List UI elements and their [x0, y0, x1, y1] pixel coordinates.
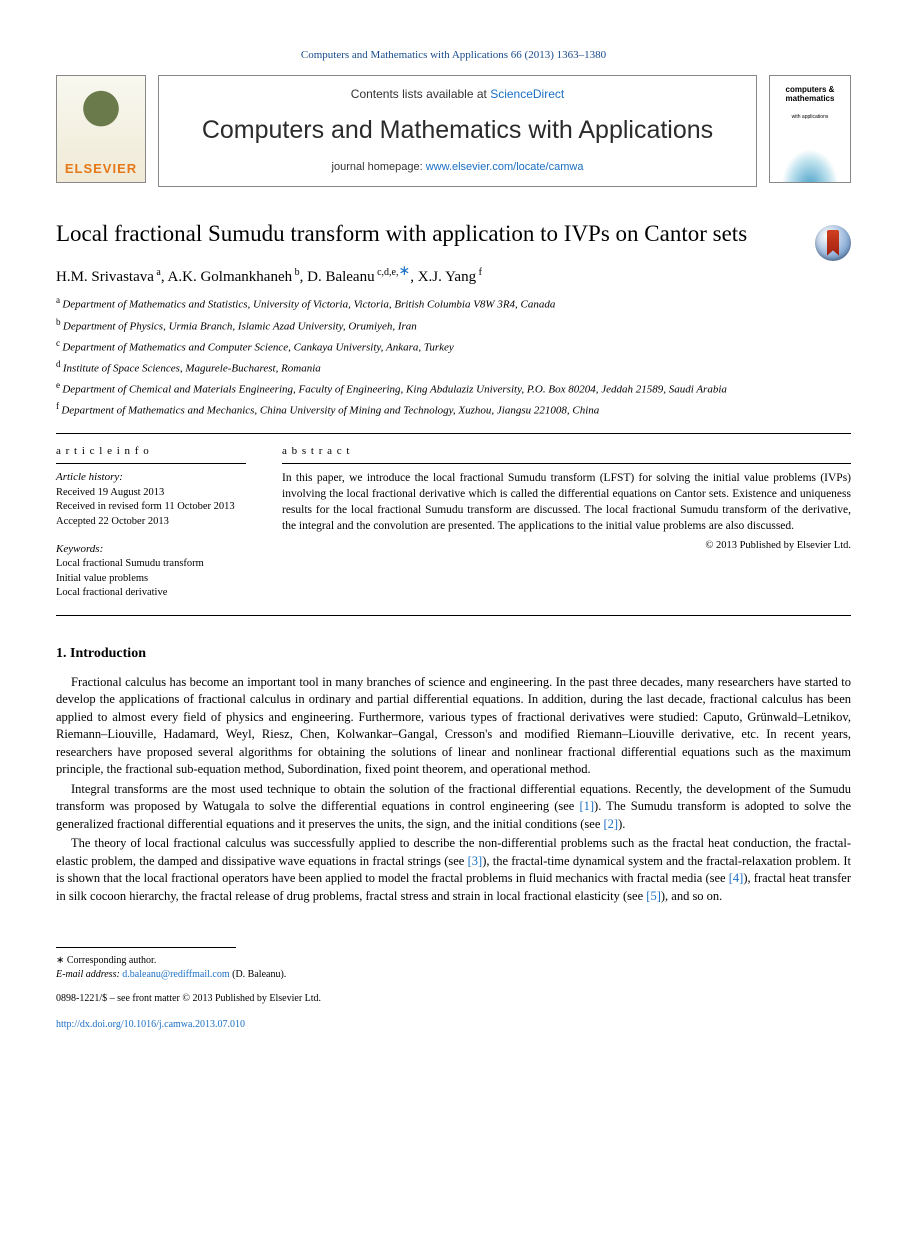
- body-paragraph: Integral transforms are the most used te…: [56, 781, 851, 834]
- keyword: Initial value problems: [56, 572, 246, 587]
- cover-subtitle: with applications: [776, 114, 844, 121]
- history-line: Received 19 August 2013: [56, 486, 246, 501]
- author-list: H.M. Srivastava a, A.K. Golmankhaneh b, …: [56, 262, 851, 288]
- author-affref: f: [476, 267, 482, 278]
- citation-journal: Computers and Mathematics with Applicati…: [301, 49, 508, 61]
- article-info: a r t i c l e i n f o Article history: R…: [56, 444, 246, 601]
- footnote-rule: [56, 947, 236, 952]
- issn-line: 0898-1221/$ – see front matter © 2013 Pu…: [56, 992, 851, 1006]
- email-link[interactable]: d.baleanu@rediffmail.com: [122, 969, 229, 980]
- affiliation: f Department of Mathematics and Mechanic…: [56, 400, 851, 419]
- keywords-heading: Keywords:: [56, 542, 246, 557]
- citation-link[interactable]: Computers and Mathematics with Applicati…: [301, 49, 606, 61]
- author: D. Baleanu c,d,e,∗: [307, 269, 410, 285]
- cover-art: [770, 134, 850, 182]
- publisher-name: ELSEVIER: [65, 160, 137, 178]
- info-heading: a r t i c l e i n f o: [56, 444, 246, 459]
- keyword: Local fractional Sumudu transform: [56, 557, 246, 572]
- meta-row: a r t i c l e i n f o Article history: R…: [56, 444, 851, 601]
- keyword: Local fractional derivative: [56, 586, 246, 601]
- abstract-block: a b s t r a c t In this paper, we introd…: [282, 444, 851, 601]
- abstract-heading: a b s t r a c t: [282, 444, 851, 459]
- keywords-list: Local fractional Sumudu transformInitial…: [56, 557, 246, 601]
- corresponding-marker[interactable]: ∗: [398, 264, 410, 279]
- ref-link[interactable]: [4]: [729, 871, 744, 885]
- history-heading: Article history:: [56, 470, 246, 485]
- journal-title: Computers and Mathematics with Applicati…: [202, 113, 713, 148]
- doi-line: http://dx.doi.org/10.1016/j.camwa.2013.0…: [56, 1018, 851, 1032]
- info-rule: [56, 463, 246, 464]
- separator-top: [56, 433, 851, 434]
- affiliation: b Department of Physics, Urmia Branch, I…: [56, 316, 851, 335]
- separator-bottom: [56, 615, 851, 616]
- lists-prefix: Contents lists available at: [351, 87, 490, 101]
- author-affref: c,d,e,: [375, 267, 399, 278]
- author: A.K. Golmankhaneh b: [168, 269, 300, 285]
- top-citation: Computers and Mathematics with Applicati…: [56, 48, 851, 63]
- ref-link[interactable]: [3]: [468, 854, 483, 868]
- affiliation: e Department of Chemical and Materials E…: [56, 379, 851, 398]
- elsevier-logo[interactable]: ELSEVIER: [56, 75, 146, 183]
- crossmark-badge[interactable]: [815, 225, 851, 261]
- elsevier-tree-icon: [63, 82, 139, 158]
- body-paragraph: Fractional calculus has become an import…: [56, 674, 851, 779]
- affiliation-list: a Department of Mathematics and Statisti…: [56, 294, 851, 418]
- body-paragraph: The theory of local fractional calculus …: [56, 835, 851, 905]
- keywords-block: Keywords: Local fractional Sumudu transf…: [56, 542, 246, 601]
- abstract-text: In this paper, we introduce the local fr…: [282, 470, 851, 534]
- copyright-line: © 2013 Published by Elsevier Ltd.: [282, 539, 851, 554]
- ref-link[interactable]: [1]: [579, 799, 594, 813]
- journal-header: ELSEVIER Contents lists available at Sci…: [56, 75, 851, 186]
- homepage-link[interactable]: www.elsevier.com/locate/camwa: [426, 161, 584, 173]
- history-line: Accepted 22 October 2013: [56, 515, 246, 530]
- article-title: Local fractional Sumudu transform with a…: [56, 219, 851, 249]
- affiliation: c Department of Mathematics and Computer…: [56, 337, 851, 356]
- footnotes: ∗ Corresponding author. E-mail address: …: [56, 954, 851, 982]
- affiliation: a Department of Mathematics and Statisti…: [56, 294, 851, 313]
- email-label: E-mail address:: [56, 969, 120, 980]
- history-lines: Received 19 August 2013Received in revis…: [56, 486, 246, 530]
- author: X.J. Yang f: [418, 269, 482, 285]
- history-line: Received in revised form 11 October 2013: [56, 500, 246, 515]
- contents-lists: Contents lists available at ScienceDirec…: [351, 86, 564, 103]
- author: H.M. Srivastava a: [56, 269, 161, 285]
- corresponding-note: ∗ Corresponding author.: [56, 954, 851, 968]
- citation-vol: 66 (2013) 1363–1380: [511, 49, 606, 61]
- author-affref: a: [154, 267, 161, 278]
- cover-title: computers & mathematics: [776, 86, 844, 104]
- email-person: (D. Baleanu).: [232, 969, 286, 980]
- sciencedirect-link[interactable]: ScienceDirect: [490, 87, 564, 101]
- ref-link[interactable]: [5]: [646, 889, 661, 903]
- journal-homepage: journal homepage: www.elsevier.com/locat…: [332, 160, 584, 175]
- author-affref: b: [292, 267, 300, 278]
- journal-banner: Contents lists available at ScienceDirec…: [158, 75, 757, 186]
- cover-thumbnail[interactable]: computers & mathematics with application…: [769, 75, 851, 183]
- crossmark-ribbon-icon: [827, 230, 839, 256]
- title-block: Local fractional Sumudu transform with a…: [56, 219, 851, 249]
- affiliation: d Institute of Space Sciences, Magurele-…: [56, 358, 851, 377]
- abstract-rule: [282, 463, 851, 464]
- homepage-prefix: journal homepage:: [332, 161, 426, 173]
- email-line: E-mail address: d.baleanu@rediffmail.com…: [56, 968, 851, 982]
- section-heading-intro: 1. Introduction: [56, 644, 851, 664]
- ref-link[interactable]: [2]: [604, 817, 619, 831]
- doi-link[interactable]: http://dx.doi.org/10.1016/j.camwa.2013.0…: [56, 1019, 245, 1030]
- intro-body: Fractional calculus has become an import…: [56, 674, 851, 906]
